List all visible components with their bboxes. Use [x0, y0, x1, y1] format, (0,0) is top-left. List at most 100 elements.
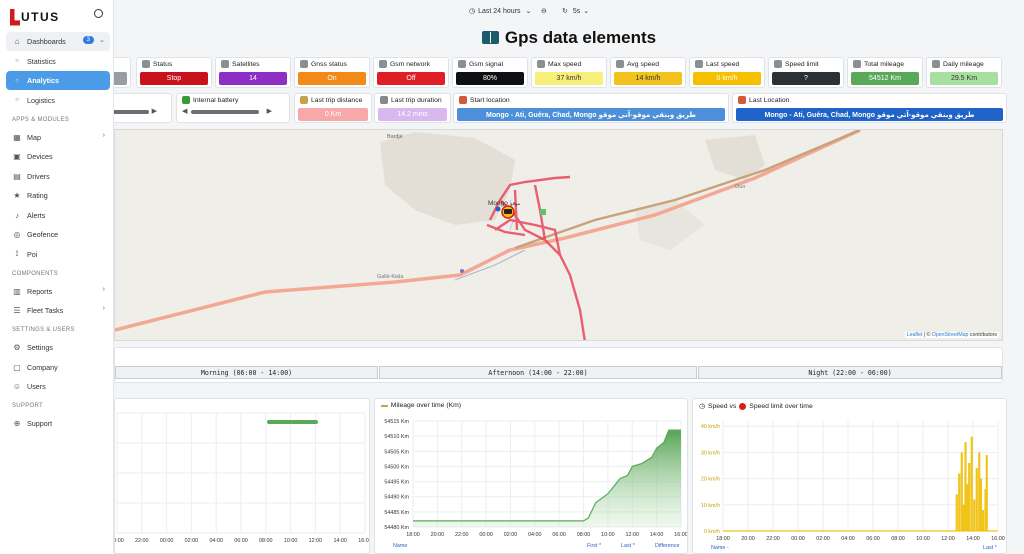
sidebar-item-dashboards[interactable]: ⌂ Dashboards 3 ⌄: [6, 32, 110, 51]
y-tick-label: 54510 Km: [384, 434, 409, 440]
sidebar-item-rating[interactable]: ★ Rating: [6, 186, 110, 205]
signal-icon: [458, 60, 466, 68]
mileage-chart-panel: ▬ Mileage over time (Km) 54480 Km 54485 Km…: [374, 398, 688, 554]
section-settings: SETTINGS & USERS: [12, 327, 75, 333]
speed-bar: [973, 499, 976, 531]
speed-bar: [968, 462, 971, 531]
sidebar-item-analytics[interactable]: ○ Analytics: [6, 71, 110, 90]
map-label-ouo: Ouo: [735, 184, 745, 190]
card-label: Status: [153, 60, 173, 68]
y-tick-label: 54490 Km: [384, 495, 409, 501]
time-range-picker[interactable]: ◷ Last 24 hours ⌄: [469, 7, 531, 16]
battery-slider-track[interactable]: [191, 110, 259, 114]
play-arrow-icon[interactable]: ▶: [151, 108, 157, 115]
y-tick-label: 54495 Km: [384, 480, 409, 486]
bell-icon: ♪: [15, 210, 19, 220]
ruler-icon: [300, 96, 308, 104]
sidebar-item-support[interactable]: ⊕ Support: [6, 414, 110, 433]
card-value: 54512 Km: [851, 72, 919, 85]
route-icon: ⟟: [15, 249, 19, 258]
sidebar-item-geofence[interactable]: ◎ Geofence: [6, 225, 110, 244]
card-value: 14 km/h: [614, 72, 682, 85]
y-tick-label: 54480 Km: [384, 525, 409, 531]
sidebar-item-logistics[interactable]: ○ Logistics: [6, 91, 110, 110]
terrain-hills-east: [705, 135, 765, 180]
gauge-icon: [616, 60, 624, 68]
x-tick-label: 02:00: [504, 532, 518, 538]
sidebar-item-reports[interactable]: ▥ Reports ›: [6, 282, 110, 301]
sidebar-item-devices[interactable]: ▣ Devices: [6, 147, 110, 166]
card-label: Gnss status: [311, 60, 347, 68]
last-trip-distance-card: Last trip distance 0 Km: [294, 93, 372, 123]
x-tick-label: 00:00: [791, 536, 805, 542]
map-label-bardje: Bardjé: [387, 134, 403, 140]
map-view[interactable]: Bardjé Mongo موقو Gallé-Kiala Ouo Leafle…: [114, 129, 1003, 341]
shift-afternoon[interactable]: Afternoon (14:00 - 22:00): [379, 366, 697, 379]
refresh-icon: ↻: [562, 8, 568, 15]
sidebar-item-alerts[interactable]: ♪ Alerts: [6, 206, 110, 225]
x-tick-label: 00:00: [160, 538, 174, 544]
sidebar-item-label: Support: [27, 419, 53, 428]
stat-card-total-mileage: Total mileage 54512 Km: [847, 57, 923, 88]
sidebar-item-label: Logistics: [27, 95, 55, 105]
osm-link[interactable]: OpenStreetMap: [931, 332, 969, 338]
arrow-right-icon[interactable]: ▶: [266, 108, 272, 115]
gauge-icon: [695, 60, 703, 68]
x-tick-label: 10:00: [115, 538, 124, 544]
speed-bar: [984, 489, 987, 531]
speed-bar: [962, 504, 965, 531]
sidebar: UTUS ⌂ Dashboards 3 ⌄ ○ Statistics ○ Ana…: [0, 0, 114, 554]
legend-label: Last *: [621, 543, 636, 549]
arrow-left-icon[interactable]: ◀: [182, 108, 188, 115]
card-label: Max speed: [548, 60, 582, 68]
sidebar-item-poi[interactable]: ⟟ Poi: [6, 245, 110, 264]
sidebar-item-fleet-tasks[interactable]: ☰ Fleet Tasks ›: [6, 301, 110, 320]
sidebar-item-label: Map: [27, 132, 41, 142]
map-canvas: Bardjé Mongo موقو Gallé-Kiala Ouo: [115, 130, 861, 340]
speed-limit-icon: [739, 402, 747, 410]
y-tick-label: 30 km/h: [701, 450, 720, 456]
speed-bar: [958, 473, 961, 531]
card-label: Last Location: [749, 96, 790, 104]
sidebar-item-users[interactable]: ☺ Users: [6, 377, 110, 396]
logo-mark-icon: [10, 8, 20, 26]
card-label: Satellites: [232, 60, 260, 68]
x-tick-label: 02:00: [816, 536, 830, 542]
x-tick-label: 08:00: [259, 538, 273, 544]
sidebar-item-statistics[interactable]: ○ Statistics: [6, 52, 110, 71]
card-value: Stop: [140, 72, 208, 85]
last-location-card: Last Location Mongo - Ati, Guéra, Chad, …: [732, 93, 1007, 123]
x-tick-label: 22:00: [455, 532, 469, 538]
sidebar-item-label: Dashboards: [27, 37, 66, 46]
stat-card-gnss-status: Gnss status On: [294, 57, 370, 88]
poi-park-icon: [540, 209, 546, 215]
stat-card-satellites: Satellites 14: [215, 57, 291, 88]
sidebar-toggle-icon[interactable]: [94, 9, 103, 18]
leaflet-link[interactable]: Leaflet: [906, 332, 923, 338]
sidebar-item-company[interactable]: ▢ Company: [6, 358, 110, 377]
sidebar-item-label: Analytics: [27, 76, 59, 85]
x-tick-label: 00:00: [479, 532, 493, 538]
x-tick-label: 14:00: [966, 536, 980, 542]
sidebar-item-map[interactable]: ▦ Map ›: [6, 128, 110, 147]
pin-icon: [738, 96, 746, 104]
card-label: Start location: [470, 96, 510, 104]
chevron-down-icon: ⌄: [99, 37, 105, 44]
id-card-icon: ▤: [13, 171, 21, 181]
chevron-down-icon: ⌄: [583, 8, 590, 15]
partial-slider-track[interactable]: [101, 110, 149, 114]
speed-bar: [985, 455, 988, 531]
x-tick-label: 10:00: [601, 532, 615, 538]
zoom-out-button[interactable]: ⊖: [541, 7, 547, 15]
shift-morning[interactable]: Morning (06:00 - 14:00): [115, 366, 378, 379]
mileage-area: [413, 430, 681, 527]
sidebar-item-settings[interactable]: ⚙ Settings: [6, 338, 110, 357]
shift-night[interactable]: Night (22:00 - 06:00): [698, 366, 1002, 379]
map-label-mongo: Mongo: [488, 200, 508, 207]
sidebar-item-drivers[interactable]: ▤ Drivers: [6, 167, 110, 186]
brand-logo[interactable]: UTUS: [10, 6, 60, 28]
chevron-right-icon: ›: [102, 285, 105, 293]
refresh-interval-picker[interactable]: ↻ 5s ⌄: [562, 7, 590, 16]
section-support: SUPPORT: [12, 403, 43, 409]
start-point-marker-icon[interactable]: [495, 206, 501, 212]
